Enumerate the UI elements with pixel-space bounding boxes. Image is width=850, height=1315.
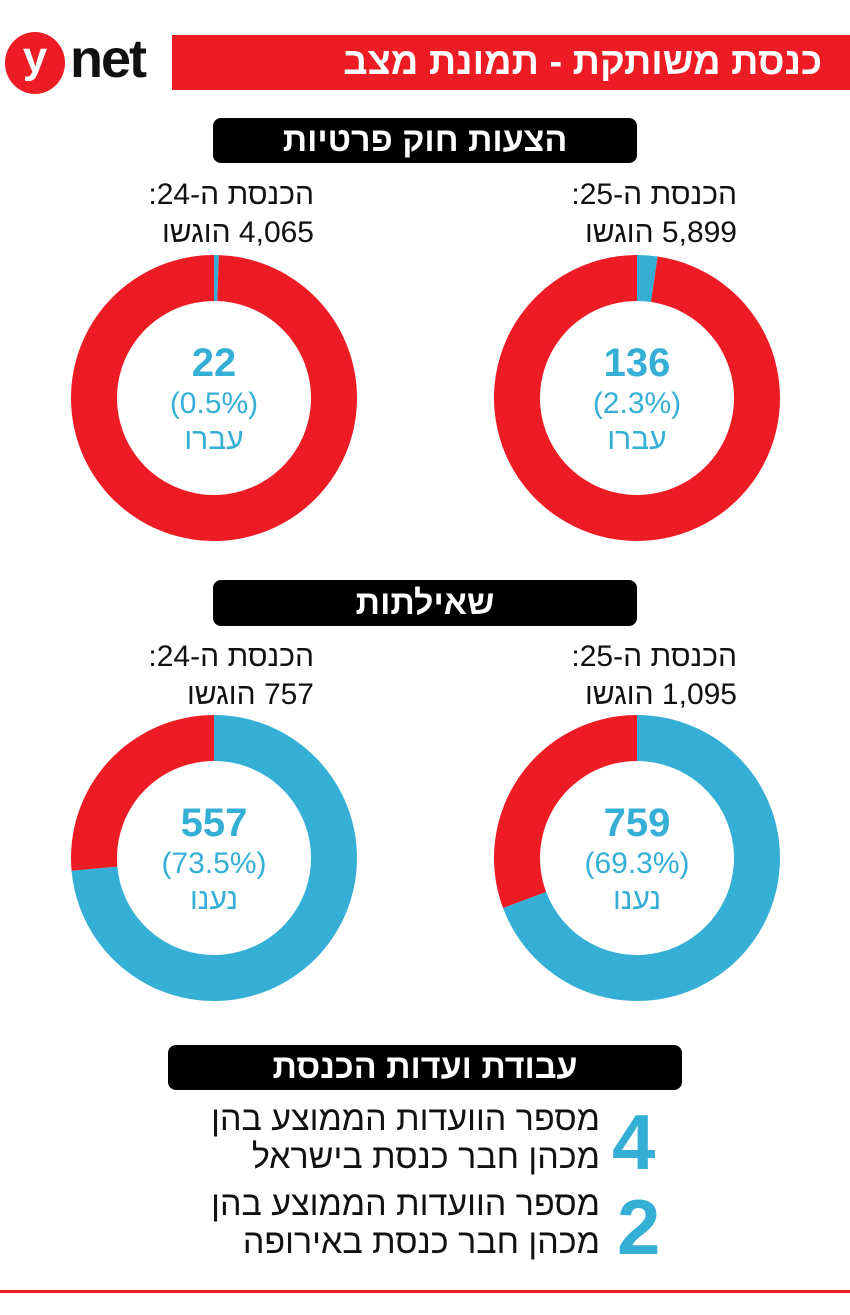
bottom-divider: [0, 1290, 850, 1293]
section-title-committees: עבודת ועדות הכנסת: [168, 1045, 682, 1090]
center-percent: (69.3%): [584, 847, 690, 880]
ynet-logo-text: net: [70, 29, 147, 89]
knesset-label: הכנסת ה-25:: [571, 178, 737, 211]
chart-label: הכנסת ה-24: 757 הוגשו: [54, 638, 314, 714]
submitted-count: 4,065 הוגשו: [162, 216, 314, 249]
donut-slice-remainder: [70, 255, 357, 541]
knesset-label: הכנסת ה-24:: [148, 640, 314, 673]
donut-slice-highlight: [71, 715, 358, 1001]
committees-israel-number: 4: [612, 1098, 656, 1186]
center-word: נענו: [189, 883, 238, 916]
text-line: מכהן חבר כנסת בישראל: [251, 1138, 600, 1176]
submitted-count: 5,899 הוגשו: [585, 216, 737, 249]
submitted-count: 757 הוגשו: [187, 678, 314, 711]
donut-slice-highlight: [637, 255, 658, 303]
page-title: כנסת משותקת - תמונת מצב: [172, 35, 850, 90]
ynet-logo: y: [5, 32, 65, 94]
center-word: נענו: [612, 883, 661, 916]
donut-center: 22 (0.5%) עברו: [114, 340, 314, 458]
donut-center: 759 (69.3%) נענו: [537, 800, 737, 918]
donut-slice-remainder: [71, 715, 214, 871]
center-word: עברו: [607, 423, 667, 456]
donut-center: 136 (2.3%) עברו: [537, 340, 737, 458]
committees-europe-number: 2: [617, 1183, 661, 1271]
center-percent: (73.5%): [161, 847, 267, 880]
knesset-label: הכנסת ה-24:: [148, 178, 314, 211]
committees-israel-text: מספר הוועדות הממוצע בהן מכהן חבר כנסת בי…: [140, 1100, 600, 1176]
donut-center: 557 (73.5%) נענו: [114, 800, 314, 918]
section-title-bills: הצעות חוק פרטיות: [213, 118, 637, 163]
chart-label: הכנסת ה-25: 5,899 הוגשו: [477, 176, 737, 252]
knesset-label: הכנסת ה-25:: [571, 640, 737, 673]
donut-slice-remainder: [493, 255, 780, 541]
text-line: מספר הוועדות הממוצע בהן: [211, 1185, 600, 1223]
text-line: מספר הוועדות הממוצע בהן: [211, 1100, 600, 1138]
chart-label: הכנסת ה-25: 1,095 הוגשו: [477, 638, 737, 714]
center-word: עברו: [184, 423, 244, 456]
center-value: 759: [603, 801, 671, 845]
chart-label: הכנסת ה-24: 4,065 הוגשו: [54, 176, 314, 252]
submitted-count: 1,095 הוגשו: [585, 678, 737, 711]
text-line: מכהן חבר כנסת באירופה: [242, 1223, 600, 1261]
center-value: 22: [191, 341, 237, 385]
center-percent: (2.3%): [592, 387, 682, 420]
donut-slice-highlight: [214, 255, 219, 302]
committees-europe-text: מספר הוועדות הממוצע בהן מכהן חבר כנסת בא…: [140, 1185, 600, 1261]
center-value: 136: [603, 341, 671, 385]
center-percent: (0.5%): [169, 387, 259, 420]
center-value: 557: [180, 801, 248, 845]
section-title-queries: שאילתות: [213, 580, 637, 626]
donut-slice-remainder: [494, 715, 637, 908]
donut-slice-highlight: [503, 715, 780, 1001]
